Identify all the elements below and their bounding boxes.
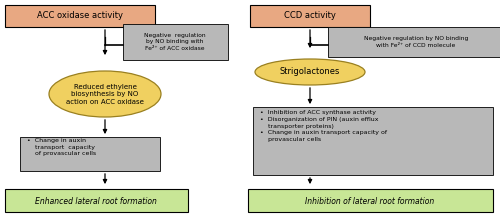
Text: •  Inhibition of ACC synthase activity
•  Disorganization of PIN (auxin efflux
 : • Inhibition of ACC synthase activity • … [260,110,387,142]
Text: Strigolactones: Strigolactones [280,68,340,77]
FancyBboxPatch shape [253,107,493,175]
Text: CCD activity: CCD activity [284,11,336,20]
Text: •  Change in auxin
    transport  capacity
    of provascular cells: • Change in auxin transport capacity of … [27,138,96,156]
Text: Inhibition of lateral root formation: Inhibition of lateral root formation [306,197,434,206]
FancyBboxPatch shape [328,27,500,57]
FancyBboxPatch shape [250,5,370,27]
Text: Reduced ethylene
biosynthesis by NO
action on ACC oxidase: Reduced ethylene biosynthesis by NO acti… [66,83,144,104]
FancyBboxPatch shape [5,189,188,212]
Text: Negative regulation by NO binding
with Fe²⁺ of CCD molecule: Negative regulation by NO binding with F… [364,36,468,48]
FancyBboxPatch shape [20,137,160,171]
Ellipse shape [49,71,161,117]
Ellipse shape [255,59,365,85]
FancyBboxPatch shape [5,5,155,27]
Text: Enhanced lateral root formation: Enhanced lateral root formation [35,197,157,206]
Text: ACC oxidase activity: ACC oxidase activity [37,11,123,20]
FancyBboxPatch shape [248,189,493,212]
FancyBboxPatch shape [123,24,228,60]
Text: Negative  regulation
by NO binding with
Fe²⁺ of ACC oxidase: Negative regulation by NO binding with F… [144,33,206,51]
